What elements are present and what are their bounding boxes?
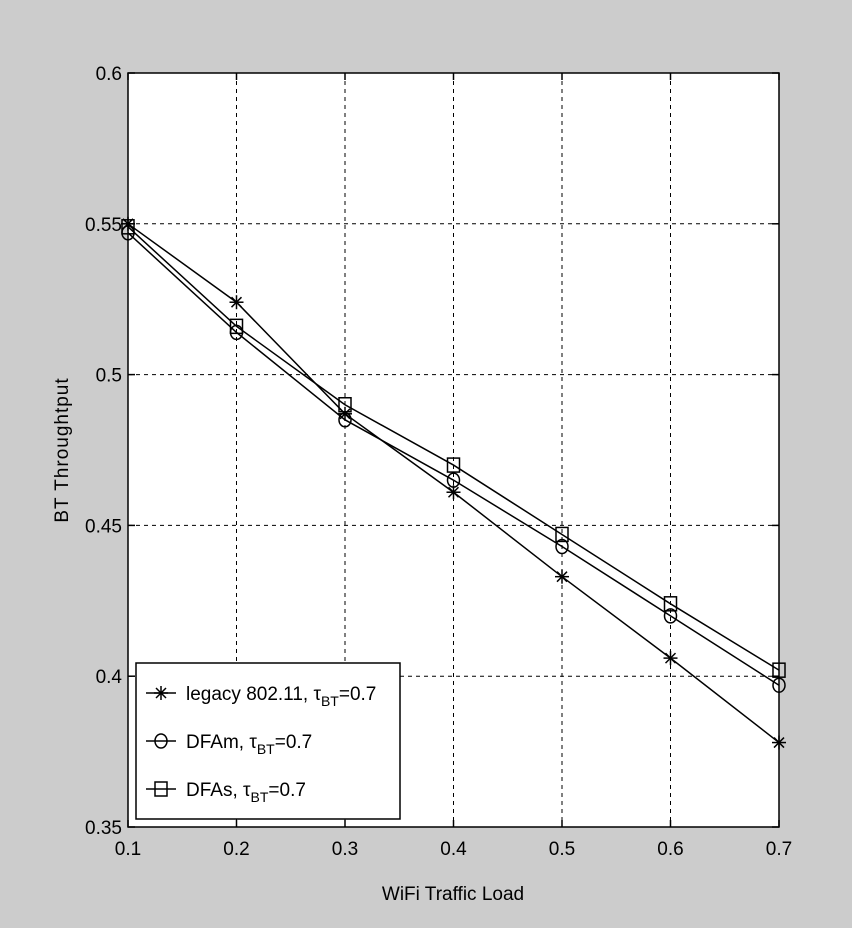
data-point	[663, 608, 678, 624]
legend-label-main: DFAs, τ	[186, 780, 251, 801]
square-marker-shape	[154, 781, 168, 797]
circle-marker-shape	[446, 472, 461, 488]
star-stroke	[155, 687, 167, 699]
square-marker-shape	[338, 397, 352, 413]
data-point	[772, 662, 786, 678]
legend-label-subscript: BT	[251, 789, 269, 805]
square-marker-shape	[663, 596, 678, 612]
circle-marker-shape	[772, 677, 786, 693]
legend-label-tail: =0.7	[268, 780, 306, 801]
data-point	[772, 735, 786, 750]
x-tick-label: 0.5	[549, 839, 575, 860]
data-point	[229, 295, 244, 310]
data-point	[338, 406, 352, 421]
legend-marker	[154, 781, 168, 797]
data-point	[663, 596, 678, 612]
series-star	[121, 216, 786, 750]
data-point	[555, 538, 569, 555]
star-stroke	[664, 652, 677, 664]
y-tick-label: 0.55	[85, 215, 122, 236]
legend-label: DFAm, τBT=0.7	[186, 732, 312, 757]
square-marker-shape	[772, 662, 786, 678]
x-tick-label: 0.1	[115, 839, 141, 860]
series-line	[127, 232, 780, 686]
legend-label: DFAs, τBT=0.7	[186, 780, 306, 805]
legend-item: DFAm, τBT=0.7	[146, 732, 312, 757]
data-point	[446, 485, 461, 500]
square-marker-shape	[446, 457, 461, 473]
data-point	[338, 397, 352, 413]
axis-ticks: 0.1 0.2 0.3 0.4 0.5 0.6 0.7 0.35 0.4 0.45 0.5 0.55 0…	[85, 64, 792, 860]
star-stroke	[556, 571, 568, 583]
legend-label: legacy 802.11, τBT=0.7	[186, 684, 376, 709]
y-tick-label: 0.5	[96, 366, 122, 387]
circle-marker-shape	[154, 733, 168, 749]
legend-box	[135, 662, 401, 820]
data-point	[121, 219, 135, 235]
grid-lines	[128, 73, 779, 827]
y-tick-label: 0.45	[85, 516, 122, 537]
data-point	[446, 457, 461, 473]
circle-marker-shape	[555, 538, 569, 555]
legend-marker	[154, 733, 168, 749]
star-stroke	[447, 486, 460, 498]
x-tick-label: 0.7	[766, 839, 792, 860]
data-point	[772, 677, 786, 693]
legend-label-main: legacy 802.11, τ	[186, 684, 321, 705]
series-line	[127, 226, 780, 671]
legend-label-subscript: BT	[257, 741, 275, 757]
legend-item: DFAs, τBT=0.7	[146, 780, 306, 805]
y-tick-label: 0.35	[85, 818, 122, 839]
x-tick-label: 0.2	[223, 839, 249, 860]
square-marker-shape	[555, 526, 569, 543]
data-point	[229, 318, 244, 335]
legend-label-main: DFAm, τ	[186, 732, 257, 753]
legend-label-subscript: BT	[321, 693, 339, 709]
y-tick-label: 0.6	[96, 64, 122, 85]
star-stroke	[773, 737, 785, 749]
square-marker-shape	[229, 318, 244, 335]
x-tick-label: 0.3	[332, 839, 358, 860]
star-stroke	[230, 296, 243, 308]
square-marker-shape	[121, 219, 135, 235]
data-point	[555, 526, 569, 543]
x-tick-label: 0.4	[440, 839, 467, 860]
legend-item: legacy 802.11, τBT=0.7	[146, 684, 376, 709]
x-axis-label: WiFi Traffic Load	[382, 884, 524, 905]
data-point	[338, 412, 352, 428]
data-point	[663, 651, 678, 666]
legend-label-tail: =0.7	[275, 732, 313, 753]
circle-marker-shape	[338, 412, 352, 428]
x-tick-label: 0.6	[657, 839, 683, 860]
y-tick-label: 0.4	[96, 667, 123, 688]
series-square	[121, 219, 786, 678]
series-layer	[121, 216, 786, 750]
legend-label-tail: =0.7	[339, 684, 377, 705]
data-point	[555, 569, 569, 584]
circle-marker-shape	[663, 608, 678, 624]
legend-marker	[154, 686, 168, 700]
y-axis-label: BT Throughtput	[52, 377, 73, 522]
data-point	[446, 472, 461, 488]
